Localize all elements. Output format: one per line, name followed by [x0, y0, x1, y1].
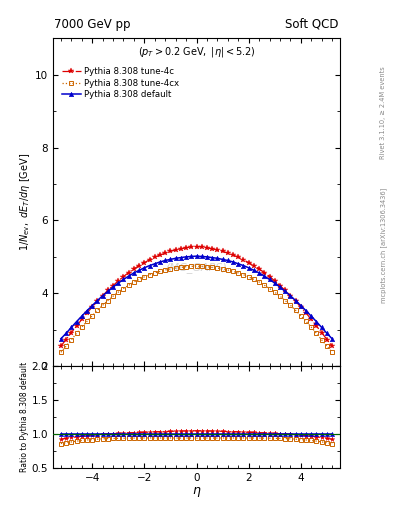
Pythia 8.308 tune-4c: [330, 343, 334, 349]
Pythia 8.308 tune-4c: [226, 250, 230, 257]
Pythia 8.308 default: [132, 270, 136, 276]
Pythia 8.308 tune-4cx: [59, 349, 63, 355]
Pythia 8.308 default: [59, 336, 63, 342]
Pythia 8.308 tune-4cx: [220, 266, 225, 272]
Pythia 8.308 tune-4c: [194, 244, 199, 250]
Pythia 8.308 tune-4c: [220, 248, 225, 254]
Line: Pythia 8.308 default: Pythia 8.308 default: [59, 254, 334, 341]
Text: (MC_GAPS): (MC_GAPS): [165, 262, 228, 273]
Line: Pythia 8.308 tune-4cx: Pythia 8.308 tune-4cx: [59, 264, 334, 354]
Pythia 8.308 tune-4cx: [132, 279, 136, 285]
Pythia 8.308 tune-4cx: [236, 270, 241, 276]
Pythia 8.308 tune-4cx: [189, 263, 194, 269]
Text: 7000 GeV pp: 7000 GeV pp: [54, 18, 131, 31]
Pythia 8.308 tune-4cx: [330, 349, 334, 355]
Pythia 8.308 default: [236, 261, 241, 267]
Pythia 8.308 tune-4c: [132, 266, 136, 272]
Y-axis label: $1/N_{\mathsf{ev}},\ dE_T/d\eta\ [\mathsf{GeV}]$: $1/N_{\mathsf{ev}},\ dE_T/d\eta\ [\maths…: [18, 153, 32, 251]
Pythia 8.308 tune-4cx: [226, 267, 230, 273]
Pythia 8.308 tune-4c: [304, 310, 309, 316]
Pythia 8.308 tune-4cx: [272, 289, 277, 295]
Pythia 8.308 default: [272, 280, 277, 286]
Pythia 8.308 default: [226, 258, 230, 264]
Pythia 8.308 tune-4c: [59, 343, 63, 349]
Pythia 8.308 default: [304, 308, 309, 314]
Y-axis label: Ratio to Pythia 8.308 default: Ratio to Pythia 8.308 default: [20, 362, 29, 473]
Pythia 8.308 default: [330, 336, 334, 342]
Text: Soft QCD: Soft QCD: [285, 18, 339, 31]
Text: Rivet 3.1.10, ≥ 2.4M events: Rivet 3.1.10, ≥ 2.4M events: [380, 66, 386, 159]
Line: Pythia 8.308 tune-4c: Pythia 8.308 tune-4c: [58, 244, 335, 349]
Pythia 8.308 tune-4c: [272, 278, 277, 284]
Text: $(p_T > 0.2\ \mathrm{GeV},\ |\eta| < 5.2)$: $(p_T > 0.2\ \mathrm{GeV},\ |\eta| < 5.2…: [138, 45, 255, 59]
Pythia 8.308 default: [194, 253, 199, 259]
Pythia 8.308 default: [220, 257, 225, 263]
Text: mcplots.cern.ch [arXiv:1306.3436]: mcplots.cern.ch [arXiv:1306.3436]: [380, 188, 387, 304]
Pythia 8.308 tune-4c: [236, 254, 241, 260]
X-axis label: $\eta$: $\eta$: [192, 485, 201, 499]
Pythia 8.308 tune-4cx: [304, 318, 309, 325]
Legend: Pythia 8.308 tune-4c, Pythia 8.308 tune-4cx, Pythia 8.308 default: Pythia 8.308 tune-4c, Pythia 8.308 tune-…: [60, 66, 181, 100]
